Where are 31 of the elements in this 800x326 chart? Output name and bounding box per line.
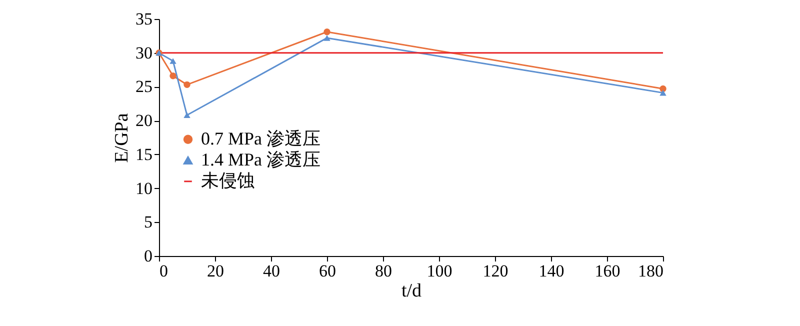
y-tick-label: 15	[136, 144, 152, 164]
point	[184, 81, 190, 88]
x-axis-title: t/d	[401, 280, 422, 302]
point	[660, 90, 666, 96]
y-tick-label: 35	[136, 10, 152, 28]
x-tick-label: 160	[594, 262, 620, 280]
x-tick-label: 120	[482, 262, 508, 280]
y-tick-label: 5	[144, 212, 152, 232]
x-tick-label: 60	[319, 262, 336, 280]
y-tick-label: 0	[144, 246, 152, 266]
y-tick-label: 10	[136, 178, 152, 198]
x-tick-label: 180	[638, 262, 664, 280]
x-tick-label: 140	[538, 262, 564, 280]
y-tick-label: 20	[136, 111, 152, 130]
point	[660, 85, 666, 92]
x-tick-label: 100	[426, 262, 452, 280]
x-tick-label: 0	[160, 262, 168, 280]
legend-label: 0.7 MPa 渗透压	[201, 128, 321, 148]
x-tick-label: 40	[263, 262, 280, 280]
point	[170, 72, 176, 80]
point	[324, 35, 330, 41]
legend-label: 1.4 MPa 渗透压	[201, 149, 321, 170]
y-axis-title: E/GPa	[112, 112, 132, 163]
x-tick-label: 20	[207, 262, 224, 280]
y-tick-label: 25	[136, 77, 152, 96]
x-tick-label: 80	[375, 262, 392, 280]
point	[170, 58, 176, 64]
legend-label: 未侵蚀	[201, 170, 255, 190]
point	[324, 28, 330, 36]
point	[184, 112, 190, 118]
y-tick-label: 30	[136, 43, 152, 62]
